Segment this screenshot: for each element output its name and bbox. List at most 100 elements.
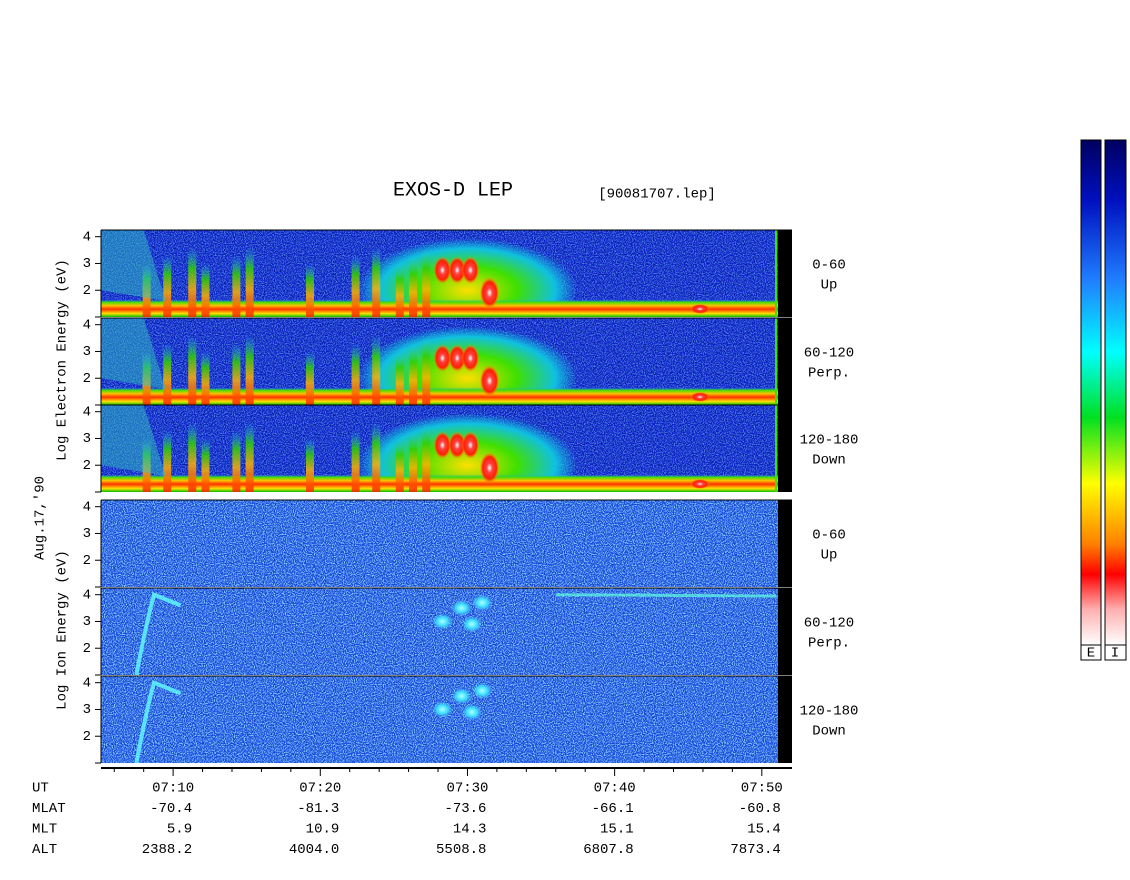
streak	[245, 247, 254, 317]
y-tick-label: 3	[83, 344, 91, 360]
early-structure	[101, 230, 166, 301]
streak	[245, 335, 254, 405]
ephemeris-value: 15.4	[747, 822, 781, 838]
streak	[305, 263, 314, 317]
chart-title: EXOS-D LEP	[393, 179, 513, 202]
streak	[351, 343, 360, 405]
y-axis-label: Log Ion Energy (eV)	[55, 550, 71, 710]
ephemeris-value: 6807.8	[583, 842, 633, 858]
y-tick-label: 4	[83, 675, 91, 691]
ephemeris-value: 10.9	[306, 822, 340, 838]
ephemeris-value: 15.1	[600, 822, 634, 838]
panel-label: Perp.	[808, 636, 850, 652]
streak	[305, 351, 314, 405]
y-tick-label: 4	[83, 404, 91, 420]
blob	[479, 276, 500, 309]
streak	[188, 335, 197, 405]
ephemeris-label: UT	[32, 781, 49, 797]
blob	[689, 391, 710, 402]
panel-image	[101, 405, 778, 492]
color-bar-box	[1080, 644, 1102, 661]
blob	[472, 594, 493, 611]
panel-label: Down	[812, 724, 846, 740]
ion-beam	[134, 591, 182, 675]
color-bar-box	[1104, 644, 1127, 661]
streak	[409, 430, 418, 492]
streak	[372, 247, 381, 317]
streak	[422, 247, 431, 317]
blob	[448, 256, 467, 285]
streak	[201, 263, 210, 317]
ion-beam	[134, 679, 182, 763]
blob	[433, 256, 452, 285]
panel-noise	[101, 588, 778, 675]
streak	[351, 430, 360, 492]
y-axis-label: Log Electron Energy (eV)	[55, 259, 71, 461]
streak	[395, 351, 404, 405]
band	[101, 474, 778, 492]
blob	[451, 600, 472, 617]
ephemeris-value: -81.3	[297, 801, 339, 817]
x-tick-label: 07:50	[741, 781, 783, 797]
blob	[433, 431, 452, 460]
panel-strip	[778, 318, 792, 405]
band	[101, 299, 778, 317]
ephemeris-label: ALT	[32, 842, 57, 858]
ephemeris-label: MLAT	[32, 801, 66, 817]
panel-image	[101, 230, 778, 317]
color-bar-label: I	[1111, 646, 1119, 662]
y-tick-label: 4	[83, 317, 91, 333]
x-tick-label: 07:10	[152, 781, 194, 797]
y-tick-label: 3	[83, 526, 91, 542]
streak	[232, 255, 241, 317]
blob	[448, 344, 467, 373]
streak	[409, 343, 418, 405]
panel-image	[101, 588, 778, 675]
panel-label: 120-180	[800, 433, 859, 449]
streak	[395, 263, 404, 317]
date-label: Aug.17,'90	[33, 476, 49, 560]
x-tick-label: 07:40	[594, 781, 636, 797]
color-bar	[1080, 139, 1102, 646]
panel-image	[101, 676, 778, 763]
streak	[201, 351, 210, 405]
edge-line	[775, 318, 777, 405]
panel-noise	[101, 676, 778, 763]
blob	[461, 256, 480, 285]
spectrogram-panel: 2 3 4	[83, 229, 792, 318]
streak	[201, 438, 210, 492]
streak	[422, 335, 431, 405]
color-bar	[1104, 139, 1127, 646]
blob	[461, 704, 482, 721]
y-tick-label: 4	[83, 229, 91, 245]
x-tick-label: 07:20	[299, 781, 341, 797]
spectrogram-panel: 2 3 4	[83, 317, 792, 406]
spectrogram-panel: 2 3 4	[83, 675, 792, 764]
color-bar-label: E	[1087, 646, 1095, 662]
streak	[188, 247, 197, 317]
panel-label: 60-120	[804, 616, 854, 632]
y-tick-label: 3	[83, 256, 91, 272]
streak	[351, 255, 360, 317]
panel-label: 120-180	[800, 704, 859, 720]
streak	[232, 430, 241, 492]
panel-noise	[101, 500, 778, 587]
panel-label: Perp.	[808, 366, 850, 382]
y-tick-label: 2	[83, 371, 91, 387]
streak	[232, 343, 241, 405]
y-tick-label: 4	[83, 499, 91, 515]
panel-label: 0-60	[812, 258, 846, 274]
ephemeris-value: 2388.2	[142, 842, 192, 858]
early-structure	[101, 405, 166, 476]
ephemeris-label: MLT	[32, 822, 57, 838]
panel-label: Up	[821, 278, 838, 294]
ephemeris-value: -73.6	[444, 801, 486, 817]
panel-strip	[778, 588, 792, 675]
ephemeris-value: -60.8	[739, 801, 781, 817]
blob	[461, 431, 480, 460]
panel-image	[101, 318, 778, 405]
panel-strip	[778, 676, 792, 763]
panel-label: 60-120	[804, 346, 854, 362]
band	[101, 387, 778, 405]
